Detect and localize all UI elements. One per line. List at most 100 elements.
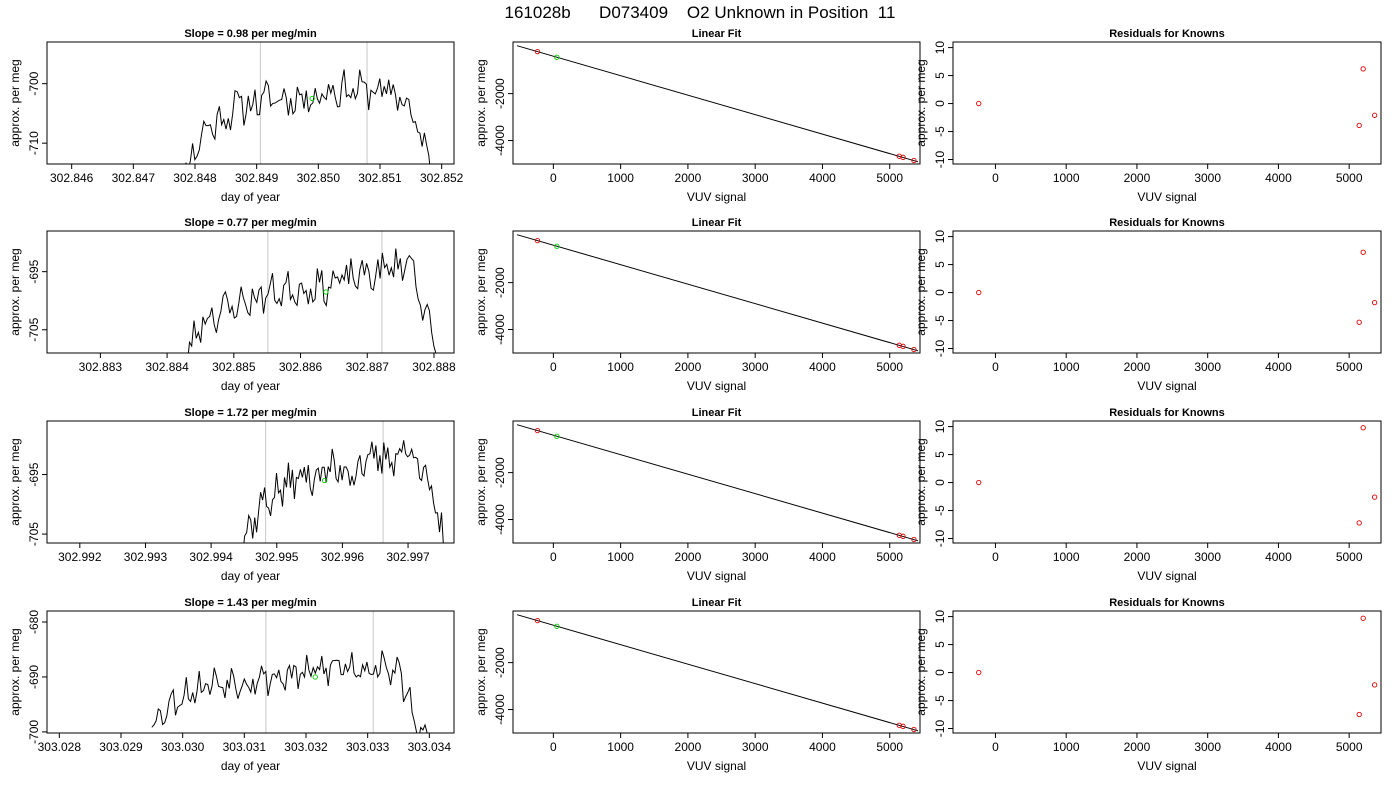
x-tick-label: 302.993 (124, 550, 168, 564)
known-point (1356, 520, 1362, 526)
panel-title: Linear Fit (692, 217, 742, 229)
panel-r1-c1: Slope = 0.98 per meg/min 302.846 302.847 30… (8, 28, 464, 204)
y-tick-label: -2000 (493, 78, 507, 109)
known-point (976, 100, 982, 107)
known-point (900, 723, 906, 729)
y-axis-label: approx. per meg (914, 628, 928, 715)
panel-r2-c2: Linear Fit 0 1000 2000 3000 4000 5000 -2000 -400… (474, 217, 921, 393)
y-tick-label: -710 (27, 131, 41, 155)
y-tick-label: -680 (27, 610, 41, 634)
known-point (534, 237, 541, 244)
x-tick-label: 303.033 (346, 740, 390, 754)
known-point (976, 669, 982, 676)
x-tick-label: 3000 (1194, 550, 1221, 564)
series-line (151, 650, 428, 733)
known-point (1360, 425, 1366, 431)
known-point (1360, 249, 1366, 255)
unknown-point (323, 289, 329, 295)
x-axis-label: VUV signal (1137, 759, 1196, 773)
x-tick-label: 2000 (1124, 360, 1151, 374)
x-tick-label: 4000 (1265, 171, 1292, 185)
plot-frame (952, 41, 1382, 165)
panel-r4-c3: Residuals for Knowns 0 1000 2000 3000 4000 500… (914, 597, 1382, 773)
x-axis-label: VUV signal (687, 569, 746, 583)
x-tick-label: 0 (992, 360, 999, 374)
y-tick-label: 10 (933, 610, 947, 624)
panel-title: Linear Fit (692, 407, 742, 419)
y-axis-label: approx. per meg (474, 248, 488, 335)
x-tick-label: 3000 (742, 740, 769, 754)
plot-area (976, 615, 1378, 718)
x-tick-label: 0 (992, 740, 999, 754)
x-tick-label: 302.850 (297, 171, 341, 185)
known-point (534, 427, 541, 434)
y-tick-label: -695 (27, 462, 41, 486)
x-tick-label: 2000 (1124, 550, 1151, 564)
y-axis-label: approx. per meg (8, 59, 22, 146)
x-tick-label: 5000 (1336, 550, 1363, 564)
y-axis-label: approx. per meg (474, 628, 488, 715)
x-tick-label: 5000 (876, 550, 903, 564)
unknown-point (554, 54, 560, 60)
y-tick-label: -705 (27, 522, 41, 546)
x-tick-label: 4000 (1265, 550, 1292, 564)
x-tick-label: 0 (992, 171, 999, 185)
fit-line (516, 424, 919, 542)
panel-title: Slope = 1.72 per meg/min (184, 407, 317, 419)
x-axis-label: VUV signal (1137, 569, 1196, 583)
y-tick-label: -705 (27, 317, 41, 341)
x-tick-label: 5000 (1336, 360, 1363, 374)
x-tick-label: 5000 (1336, 740, 1363, 754)
known-point (534, 617, 541, 624)
x-tick-label: 4000 (809, 171, 836, 185)
x-axis-label: VUV signal (687, 379, 746, 393)
x-tick-label: 302.847 (112, 171, 156, 185)
plot-area (516, 45, 919, 164)
y-axis-label: approx. per meg (474, 59, 488, 146)
y-axis-label: approx. per meg (8, 628, 22, 715)
fit-line (516, 45, 919, 163)
y-tick-label: 5 (933, 641, 947, 648)
y-tick-label: -700 (27, 71, 41, 95)
known-point (1356, 122, 1362, 129)
x-axis-label: VUV signal (1137, 379, 1196, 393)
y-tick-label: -5 (933, 695, 947, 706)
x-tick-label: 1000 (607, 171, 634, 185)
plot-frame (512, 41, 921, 165)
y-tick-label: 0 (933, 479, 947, 486)
plot-area (516, 234, 919, 353)
known-point (1360, 615, 1366, 621)
y-axis-label: approx. per meg (8, 438, 22, 525)
plot-frame (512, 610, 921, 734)
x-tick-label: 302.884 (145, 360, 189, 374)
plot-area (187, 248, 437, 353)
x-tick-label: 3000 (742, 171, 769, 185)
panel-r4-c1: Slope = 1.43 per meg/min 303.028 303.029 30… (8, 597, 455, 773)
y-tick-label: -4000 (493, 314, 507, 345)
plot-frame (46, 610, 455, 734)
known-point (976, 479, 982, 486)
x-tick-label: 302.849 (235, 171, 279, 185)
y-tick-label: -2000 (493, 457, 507, 488)
plot-area (516, 614, 919, 733)
y-tick-label: 10 (933, 41, 947, 55)
plot-area (976, 249, 1378, 325)
y-tick-label: -10 (933, 340, 947, 358)
plot-frame (46, 230, 455, 354)
y-tick-label: 10 (933, 230, 947, 244)
x-tick-label: 1000 (607, 360, 634, 374)
x-axis-label: day of year (221, 569, 280, 583)
x-tick-label: 1000 (1053, 171, 1080, 185)
x-tick-label: 302.994 (189, 550, 233, 564)
panel-title: Residuals for Knowns (1109, 28, 1225, 40)
plot-frame (952, 610, 1382, 734)
panel-title: Slope = 0.77 per meg/min (184, 217, 317, 229)
series-line (243, 440, 444, 543)
known-point (900, 343, 906, 349)
y-tick-label: 0 (933, 100, 947, 107)
x-tick-label: 303.030 (161, 740, 205, 754)
panel-r3-c1: Slope = 1.72 per meg/min 302.992 302.993 30… (8, 407, 455, 583)
y-tick-label: 10 (933, 420, 947, 434)
plot-area (185, 69, 431, 164)
panel-title: Slope = 0.98 per meg/min (184, 28, 317, 40)
